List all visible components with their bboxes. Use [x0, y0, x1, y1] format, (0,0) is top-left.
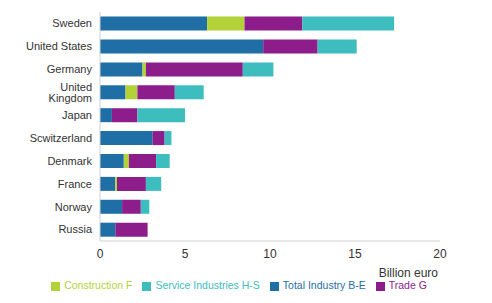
- svg-text:Germany: Germany: [47, 63, 93, 75]
- svg-text:Japan: Japan: [62, 109, 92, 121]
- html-text:Construction F: Construction F: [64, 279, 133, 291]
- svg-text:Sweden: Sweden: [52, 17, 92, 29]
- svg-text:Billion euro: Billion euro: [379, 266, 439, 280]
- svg-text:10: 10: [263, 247, 277, 261]
- svg-text:Scwitzerland: Scwitzerland: [30, 132, 92, 144]
- svg-text:0: 0: [97, 247, 104, 261]
- svg-text:Norway: Norway: [55, 201, 93, 213]
- svg-text:20: 20: [433, 247, 447, 261]
- svg-text:Russia: Russia: [58, 223, 93, 235]
- svg-text:France: France: [58, 178, 92, 190]
- svg-text:UnitedKingdom: UnitedKingdom: [49, 81, 92, 104]
- svg-text:Denmark: Denmark: [47, 155, 92, 167]
- svg-text:United States: United States: [26, 40, 93, 52]
- svg-text:5: 5: [182, 247, 189, 261]
- html-text:Service Industries H-S: Service Industries H-S: [155, 279, 260, 291]
- html-text:Total Industry B-E: Total Industry B-E: [282, 279, 366, 291]
- svg-text:15: 15: [348, 247, 362, 261]
- html-text:Trade G: Trade G: [388, 279, 427, 291]
